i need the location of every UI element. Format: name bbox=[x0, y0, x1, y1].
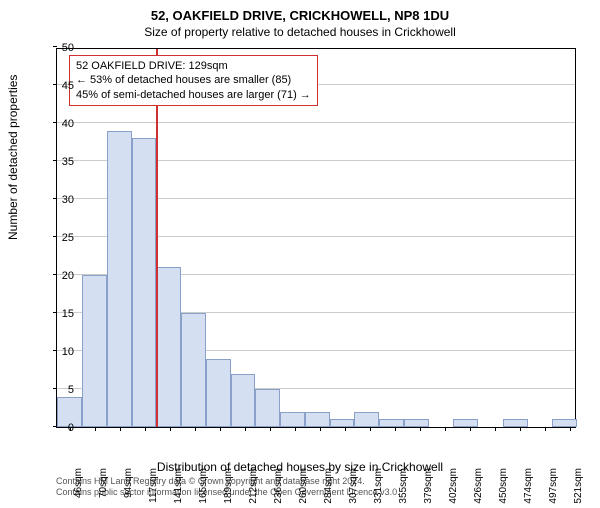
histogram-bar bbox=[305, 412, 330, 427]
histogram-bar bbox=[330, 419, 354, 427]
chart-area: 52 OAKFIELD DRIVE: 129sqm← 53% of detach… bbox=[56, 48, 576, 428]
histogram-bar bbox=[156, 267, 181, 427]
x-tick-label: 450sqm bbox=[498, 468, 509, 508]
x-tick-mark bbox=[545, 427, 546, 431]
histogram-bar bbox=[231, 374, 255, 427]
x-tick-label: 402sqm bbox=[448, 468, 459, 508]
x-tick-mark bbox=[95, 427, 96, 431]
histogram-bar bbox=[280, 412, 305, 427]
x-tick-label: 141sqm bbox=[173, 468, 184, 508]
x-tick-mark bbox=[370, 427, 371, 431]
x-tick-label: 46sqm bbox=[73, 468, 84, 508]
x-tick-label: 307sqm bbox=[348, 468, 359, 508]
x-tick-mark bbox=[295, 427, 296, 431]
x-tick-label: 70sqm bbox=[98, 468, 109, 508]
x-tick-mark bbox=[320, 427, 321, 431]
y-tick-label: 50 bbox=[44, 42, 74, 54]
grid-line bbox=[57, 122, 575, 123]
histogram-bar bbox=[82, 275, 107, 427]
histogram-bar bbox=[107, 131, 132, 427]
x-tick-mark bbox=[145, 427, 146, 431]
x-tick-label: 379sqm bbox=[423, 468, 434, 508]
x-tick-label: 355sqm bbox=[398, 468, 409, 508]
y-tick-label: 30 bbox=[44, 194, 74, 206]
x-tick-mark bbox=[445, 427, 446, 431]
x-tick-label: 331sqm bbox=[373, 468, 384, 508]
y-axis-label: Number of detached properties bbox=[6, 75, 20, 240]
x-tick-mark bbox=[495, 427, 496, 431]
page-title: 52, OAKFIELD DRIVE, CRICKHOWELL, NP8 1DU bbox=[0, 0, 600, 23]
histogram-bar bbox=[503, 419, 528, 427]
y-tick-label: 45 bbox=[44, 80, 74, 92]
y-tick-label: 0 bbox=[44, 422, 74, 434]
x-tick-mark bbox=[470, 427, 471, 431]
x-tick-mark bbox=[345, 427, 346, 431]
x-tick-label: 212sqm bbox=[248, 468, 259, 508]
x-tick-label: 474sqm bbox=[523, 468, 534, 508]
x-tick-label: 94sqm bbox=[123, 468, 134, 508]
histogram-bar bbox=[255, 389, 280, 427]
x-tick-mark bbox=[120, 427, 121, 431]
y-tick-label: 10 bbox=[44, 346, 74, 358]
x-tick-mark bbox=[220, 427, 221, 431]
histogram-bar bbox=[206, 359, 231, 427]
plot-area: 52 OAKFIELD DRIVE: 129sqm← 53% of detach… bbox=[56, 48, 576, 428]
x-tick-mark bbox=[195, 427, 196, 431]
y-tick-label: 25 bbox=[44, 232, 74, 244]
x-tick-mark bbox=[570, 427, 571, 431]
page-subtitle: Size of property relative to detached ho… bbox=[0, 23, 600, 43]
annotation-line-2: ← 53% of detached houses are smaller (85… bbox=[76, 73, 311, 87]
x-tick-label: 497sqm bbox=[548, 468, 559, 508]
x-tick-label: 189sqm bbox=[223, 468, 234, 508]
x-tick-mark bbox=[270, 427, 271, 431]
y-tick-label: 35 bbox=[44, 156, 74, 168]
x-tick-label: 521sqm bbox=[573, 468, 584, 508]
y-tick-label: 15 bbox=[44, 308, 74, 320]
x-tick-label: 426sqm bbox=[473, 468, 484, 508]
annotation-box: 52 OAKFIELD DRIVE: 129sqm← 53% of detach… bbox=[69, 55, 318, 106]
annotation-line-3: 45% of semi-detached houses are larger (… bbox=[76, 88, 311, 102]
x-tick-mark bbox=[520, 427, 521, 431]
y-tick-label: 5 bbox=[44, 384, 74, 396]
histogram-bar bbox=[453, 419, 478, 427]
histogram-bar bbox=[379, 419, 404, 427]
annotation-line-1: 52 OAKFIELD DRIVE: 129sqm bbox=[76, 59, 311, 73]
x-tick-mark bbox=[245, 427, 246, 431]
histogram-bar bbox=[354, 412, 379, 427]
y-tick-label: 40 bbox=[44, 118, 74, 130]
x-tick-label: 165sqm bbox=[198, 468, 209, 508]
x-tick-label: 236sqm bbox=[273, 468, 284, 508]
histogram-bar bbox=[181, 313, 206, 427]
x-tick-label: 260sqm bbox=[298, 468, 309, 508]
x-tick-mark bbox=[420, 427, 421, 431]
x-tick-mark bbox=[170, 427, 171, 431]
x-tick-mark bbox=[395, 427, 396, 431]
x-tick-label: 284sqm bbox=[323, 468, 334, 508]
x-tick-label: 117sqm bbox=[148, 468, 159, 508]
histogram-bar bbox=[404, 419, 429, 427]
histogram-bar bbox=[132, 138, 156, 427]
y-tick-label: 20 bbox=[44, 270, 74, 282]
histogram-bar bbox=[552, 419, 577, 427]
